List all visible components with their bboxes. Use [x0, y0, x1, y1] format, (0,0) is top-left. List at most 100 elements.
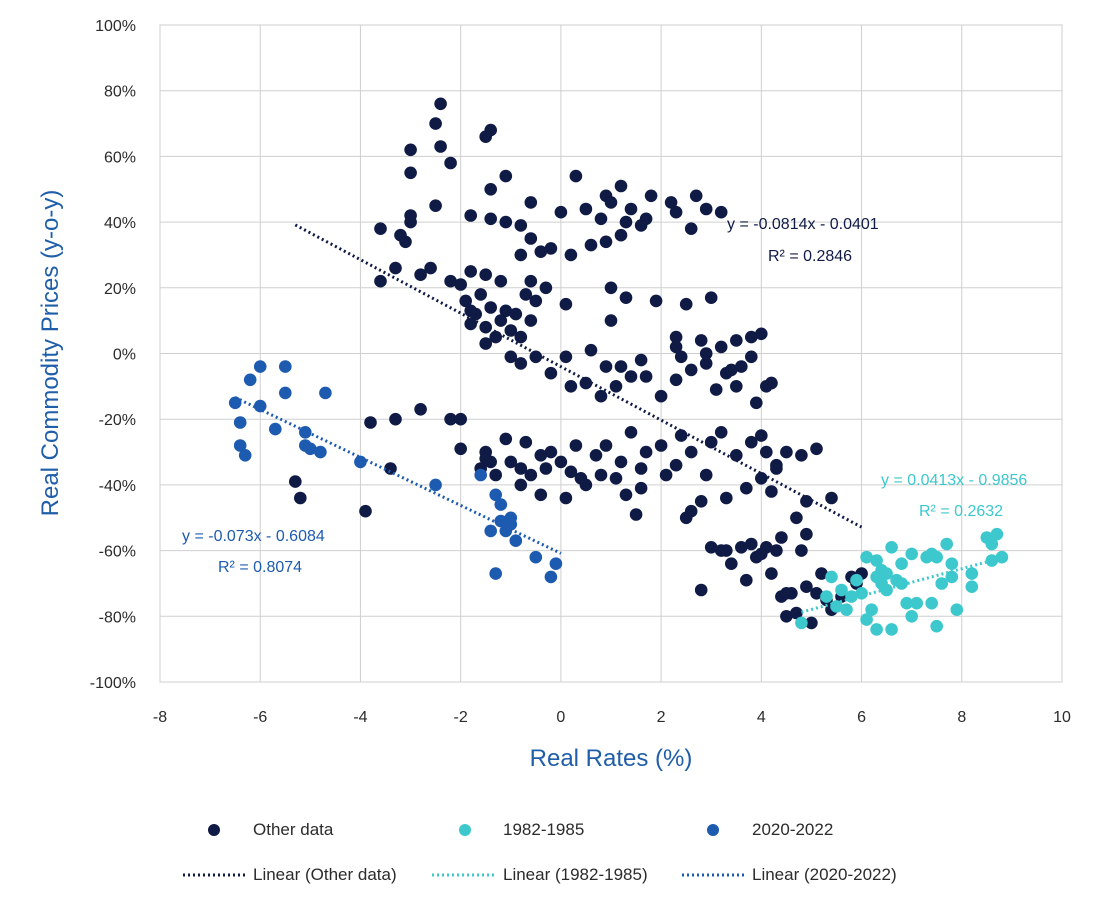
- point-other-data: [454, 442, 468, 456]
- point-2020-2022: [549, 557, 563, 570]
- y-tick-label: -80%: [99, 609, 136, 626]
- point-other-data: [755, 429, 768, 442]
- x-axis-ticks: -8 -6 -4 -2 0 2 4 6 8 10: [153, 709, 1071, 726]
- point-1982-1985: [905, 610, 918, 623]
- point-other-data: [790, 511, 803, 525]
- point-1982-1985: [895, 577, 908, 590]
- point-1982-1985: [910, 596, 923, 610]
- point-other-data: [714, 340, 728, 354]
- point-other-data: [704, 435, 718, 449]
- point-other-data: [604, 196, 618, 209]
- point-other-data: [444, 274, 457, 288]
- point-1982-1985: [950, 603, 964, 616]
- point-1982-1985: [825, 570, 838, 584]
- point-other-data: [464, 209, 478, 222]
- point-other-data: [399, 235, 412, 249]
- point-other-data: [735, 541, 748, 554]
- point-other-data: [484, 212, 498, 226]
- legend-label-linear-1982-1985: Linear (1982-1985): [503, 865, 648, 884]
- point-other-data: [730, 380, 743, 393]
- trendline-2020-2022: [234, 396, 562, 555]
- point-other-data: [504, 455, 518, 469]
- point-2020-2022: [228, 396, 242, 410]
- point-other-data: [534, 488, 548, 502]
- point-other-data: [389, 261, 402, 275]
- point-1982-1985: [880, 583, 893, 597]
- point-other-data: [454, 412, 468, 426]
- point-other-data: [599, 235, 613, 249]
- point-other-data: [704, 541, 718, 554]
- point-other-data: [699, 202, 713, 216]
- point-other-data: [780, 610, 793, 623]
- point-other-data: [614, 179, 628, 193]
- point-other-data: [569, 169, 583, 183]
- point-other-data: [750, 396, 763, 410]
- point-other-data: [694, 334, 708, 347]
- trend-r2-1982-1985: R² = 0.2632: [919, 503, 1003, 520]
- legend-marker-other-data: [208, 824, 220, 836]
- trend-equation-2020-2022: y = -0.073x - 0.6084: [182, 528, 325, 545]
- point-2020-2022: [243, 373, 257, 387]
- point-other-data: [509, 307, 523, 321]
- x-tick-label: -4: [353, 709, 367, 726]
- point-other-data: [594, 212, 608, 226]
- point-1982-1985: [985, 554, 999, 567]
- y-tick-label: 60%: [104, 149, 136, 166]
- point-other-data: [684, 504, 698, 518]
- point-other-data: [484, 183, 498, 196]
- point-other-data: [359, 504, 372, 518]
- point-1982-1985: [865, 603, 878, 616]
- point-other-data: [424, 261, 437, 275]
- point-2020-2022: [238, 449, 252, 462]
- legend-label-linear-2020-2022: Linear (2020-2022): [752, 865, 897, 884]
- point-other-data: [629, 508, 643, 521]
- point-other-data: [539, 281, 553, 295]
- point-other-data: [614, 455, 628, 469]
- point-other-data: [564, 380, 578, 393]
- point-other-data: [479, 130, 493, 143]
- point-other-data: [544, 366, 558, 380]
- point-1982-1985: [840, 603, 853, 616]
- point-other-data: [514, 478, 528, 492]
- point-1982-1985: [845, 590, 858, 603]
- y-axis-title: Real Commodity Prices (y-o-y): [37, 190, 64, 517]
- y-tick-label: -60%: [99, 544, 136, 561]
- point-other-data: [414, 268, 427, 282]
- point-2020-2022: [489, 488, 503, 502]
- point-other-data: [654, 439, 668, 452]
- point-other-data: [795, 544, 808, 557]
- point-other-data: [599, 439, 613, 452]
- point-other-data: [714, 205, 728, 219]
- point-1982-1985: [860, 550, 873, 564]
- point-other-data: [815, 567, 828, 580]
- point-other-data: [699, 347, 713, 360]
- point-other-data: [604, 314, 618, 327]
- point-other-data: [519, 435, 533, 449]
- point-other-data: [649, 294, 663, 308]
- point-other-data: [654, 389, 668, 403]
- point-other-data: [289, 475, 302, 488]
- point-1982-1985: [990, 527, 1004, 541]
- point-other-data: [559, 491, 573, 505]
- point-other-data: [619, 488, 633, 502]
- point-other-data: [459, 294, 473, 308]
- point-other-data: [474, 288, 488, 301]
- point-other-data: [659, 468, 673, 482]
- point-2020-2022: [484, 524, 498, 538]
- point-other-data: [559, 350, 573, 364]
- point-other-data: [514, 248, 528, 262]
- point-other-data: [795, 449, 808, 462]
- point-other-data: [464, 304, 478, 318]
- point-other-data: [755, 327, 768, 341]
- point-other-data: [499, 432, 513, 446]
- point-other-data: [730, 334, 743, 347]
- point-other-data: [780, 587, 793, 600]
- point-other-data: [669, 458, 683, 472]
- point-other-data: [514, 462, 528, 475]
- point-other-data: [694, 495, 708, 508]
- point-1982-1985: [935, 577, 948, 590]
- point-other-data: [644, 189, 658, 203]
- point-other-data: [720, 491, 733, 505]
- point-other-data: [484, 301, 498, 314]
- point-other-data: [674, 429, 688, 442]
